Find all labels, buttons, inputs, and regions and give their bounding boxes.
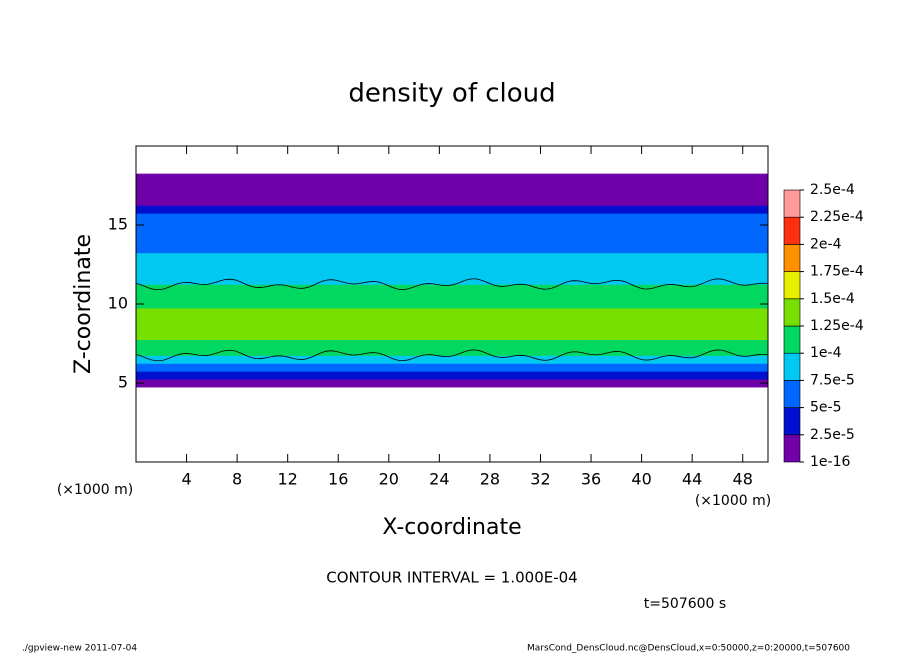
density-band: [136, 355, 768, 364]
footer-left: ./gpview-new 2011-07-04: [22, 644, 137, 654]
chart-title: density of cloud: [348, 79, 555, 109]
density-band: [136, 339, 768, 348]
colorbar-label: 2.5e-5: [810, 427, 855, 443]
y-unit: (×1000 m): [57, 482, 133, 498]
colorbar-swatch: [783, 298, 801, 327]
density-band: [136, 197, 768, 206]
density-band: [136, 252, 768, 262]
density-band: [136, 260, 768, 269]
colorbar-swatch: [783, 434, 801, 463]
density-band: [136, 371, 768, 380]
density-band: [136, 268, 768, 277]
density-band: [136, 221, 768, 230]
x-tick-label: 20: [379, 470, 399, 489]
density-band: [136, 292, 768, 301]
x-tick-label: 40: [631, 470, 651, 489]
density-band: [136, 315, 768, 325]
density-band: [136, 228, 768, 238]
density-band: [136, 181, 768, 190]
colorbar-swatch: [783, 325, 801, 354]
x-tick-label: 12: [278, 470, 298, 489]
density-band: [136, 347, 768, 356]
footer-right: MarsCond_DensCloud.nc@DensCloud,x=0:5000…: [527, 644, 850, 654]
colorbar-swatch: [783, 380, 801, 408]
colorbar-label: 5e-5: [810, 400, 841, 416]
colorbar-label: 7.5e-5: [810, 372, 855, 388]
colorbar-swatch: [783, 352, 801, 381]
colorbar-swatch: [783, 189, 801, 218]
density-band: [136, 236, 768, 246]
x-tick-label: 48: [733, 470, 753, 489]
contour-line: [135, 278, 769, 291]
x-unit: (×1000 m): [695, 493, 771, 509]
x-tick-label: 8: [232, 470, 242, 489]
colorbar-label: 2e-4: [810, 236, 842, 252]
time-label: t=507600 s: [644, 596, 726, 612]
colorbar-label: 1.25e-4: [810, 318, 864, 334]
colorbar-swatch: [783, 244, 801, 272]
density-band: [136, 379, 768, 388]
x-tick-label: 16: [328, 470, 348, 489]
density-band: [136, 213, 768, 222]
density-band: [136, 276, 768, 285]
y-axis-label: Z-coordinate: [71, 234, 96, 374]
colorbar-label: 2.25e-4: [810, 209, 864, 225]
colorbar-label: 1.5e-4: [810, 291, 855, 307]
density-band: [136, 363, 768, 372]
colorbar-label: 2.5e-4: [810, 182, 855, 198]
colorbar-swatch: [783, 407, 801, 436]
density-band: [136, 331, 768, 341]
contour-interval: CONTOUR INTERVAL = 1.000E-04: [326, 569, 577, 587]
density-band: [136, 205, 768, 214]
contour-line: [135, 349, 769, 362]
colorbar-label: 1e-16: [810, 454, 850, 470]
x-axis-label: X-coordinate: [382, 515, 521, 540]
x-tick-label: 24: [429, 470, 449, 489]
x-tick-label: 28: [480, 470, 500, 489]
density-band: [136, 244, 768, 254]
colorbar-swatch: [783, 271, 801, 300]
x-tick-label: 44: [682, 470, 702, 489]
density-band: [136, 307, 768, 317]
density-band: [136, 189, 768, 198]
x-tick-label: 4: [181, 470, 191, 489]
x-tick-label: 36: [581, 470, 601, 489]
y-tick-label: 15: [108, 215, 128, 234]
y-tick-label: 5: [118, 373, 128, 392]
x-tick-label: 32: [530, 470, 550, 489]
colorbar-label: 1e-4: [810, 345, 842, 361]
density-band: [136, 173, 768, 183]
colorbar-swatch: [783, 216, 801, 245]
y-tick-label: 10: [108, 294, 128, 313]
density-band: [136, 323, 768, 333]
density-band: [136, 300, 768, 309]
colorbar-label: 1.75e-4: [810, 264, 864, 280]
density-band: [136, 284, 768, 293]
